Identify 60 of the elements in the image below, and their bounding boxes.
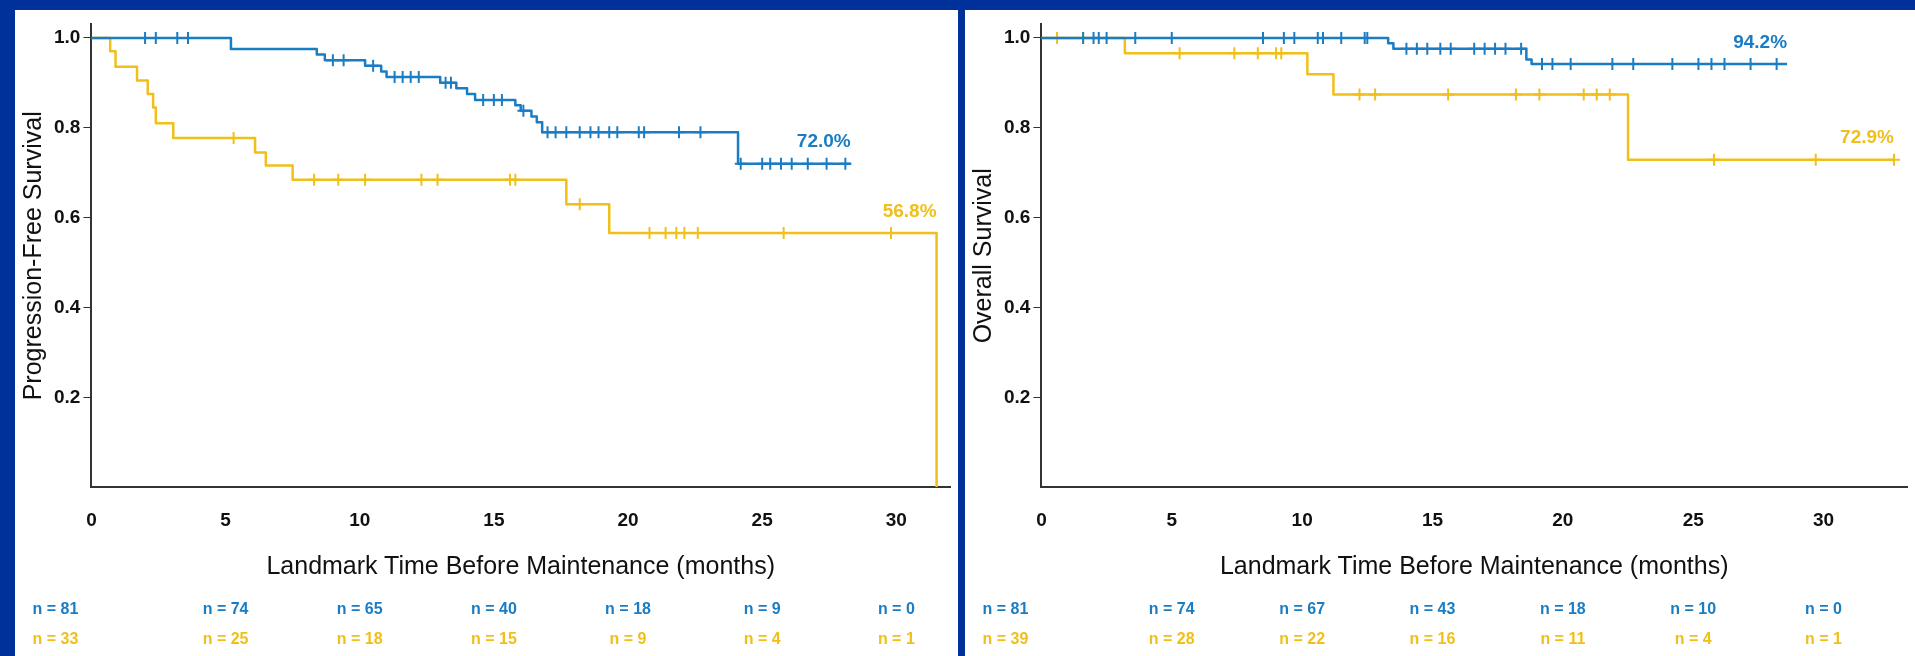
y-tick-label: 1.0: [53, 26, 81, 48]
text: n = 81: [982, 599, 1029, 617]
x-tick-label: 5: [220, 508, 232, 530]
text: n = 9: [743, 599, 781, 617]
y-axis-title: Overall Survival: [967, 168, 996, 344]
text: n = 1: [1805, 629, 1843, 647]
text: n = 4: [743, 629, 781, 647]
text: n = 33: [32, 629, 79, 647]
y-tick-label: 0.6: [53, 205, 81, 227]
text: n = 67: [1279, 599, 1326, 617]
text: n = 40: [470, 599, 517, 617]
annotation: 72.0%: [796, 130, 851, 152]
x-tick-label: 0: [86, 508, 97, 530]
x-tick-label: 5: [1166, 508, 1178, 530]
x-tick-label: 20: [617, 508, 639, 530]
text: n = 18: [1539, 599, 1586, 617]
y-tick-label: 0.2: [1003, 385, 1031, 407]
annotation: 94.2%: [1733, 30, 1788, 52]
y-tick-label: 0.4: [53, 295, 81, 317]
y-tick-label: 0.8: [1003, 115, 1031, 137]
text: n = 0: [877, 599, 915, 617]
annotation: 56.8%: [882, 199, 937, 221]
x-tick-label: 20: [1552, 508, 1574, 530]
text: n = 18: [336, 629, 383, 647]
y-tick-label: 0.4: [1003, 295, 1031, 317]
text: n = 22: [1279, 629, 1326, 647]
x-tick-label: 25: [751, 508, 774, 530]
x-axis-title: Landmark Time Before Maintenance (months): [266, 550, 775, 579]
x-tick-label: 30: [885, 508, 907, 530]
y-tick-label: 1.0: [1003, 26, 1031, 48]
text: n = 81: [32, 599, 79, 617]
y-tick-label: 0.8: [53, 115, 81, 137]
text: n = 39: [982, 629, 1029, 647]
text: n = 74: [202, 599, 249, 617]
y-axis-title: Progression-Free Survival: [17, 111, 46, 401]
x-tick-label: 30: [1813, 508, 1835, 530]
text: n = 10: [1670, 599, 1717, 617]
text: n = 1: [877, 629, 915, 647]
x-axis-title: Landmark Time Before Maintenance (months): [1219, 550, 1729, 579]
text: n = 9: [609, 629, 647, 647]
text: n = 4: [1674, 629, 1712, 647]
text: n = 16: [1409, 629, 1456, 647]
y-tick-label: 0.2: [53, 385, 81, 407]
y-tick-label: 0.6: [1003, 205, 1031, 227]
text: n = 74: [1148, 599, 1195, 617]
text: n = 28: [1148, 629, 1195, 647]
text: n = 0: [1805, 599, 1843, 617]
text: n = 25: [202, 629, 249, 647]
text: n = 43: [1409, 599, 1456, 617]
text: n = 18: [605, 599, 652, 617]
x-tick-label: 15: [1421, 508, 1444, 530]
x-tick-label: 15: [483, 508, 505, 530]
text: n = 15: [470, 629, 517, 647]
text: n = 65: [336, 599, 383, 617]
x-tick-label: 10: [1291, 508, 1313, 530]
text: n = 11: [1540, 629, 1586, 647]
x-tick-label: 10: [349, 508, 371, 530]
x-tick-label: 25: [1682, 508, 1705, 530]
annotation: 72.9%: [1840, 126, 1895, 148]
x-tick-label: 0: [1036, 508, 1047, 530]
